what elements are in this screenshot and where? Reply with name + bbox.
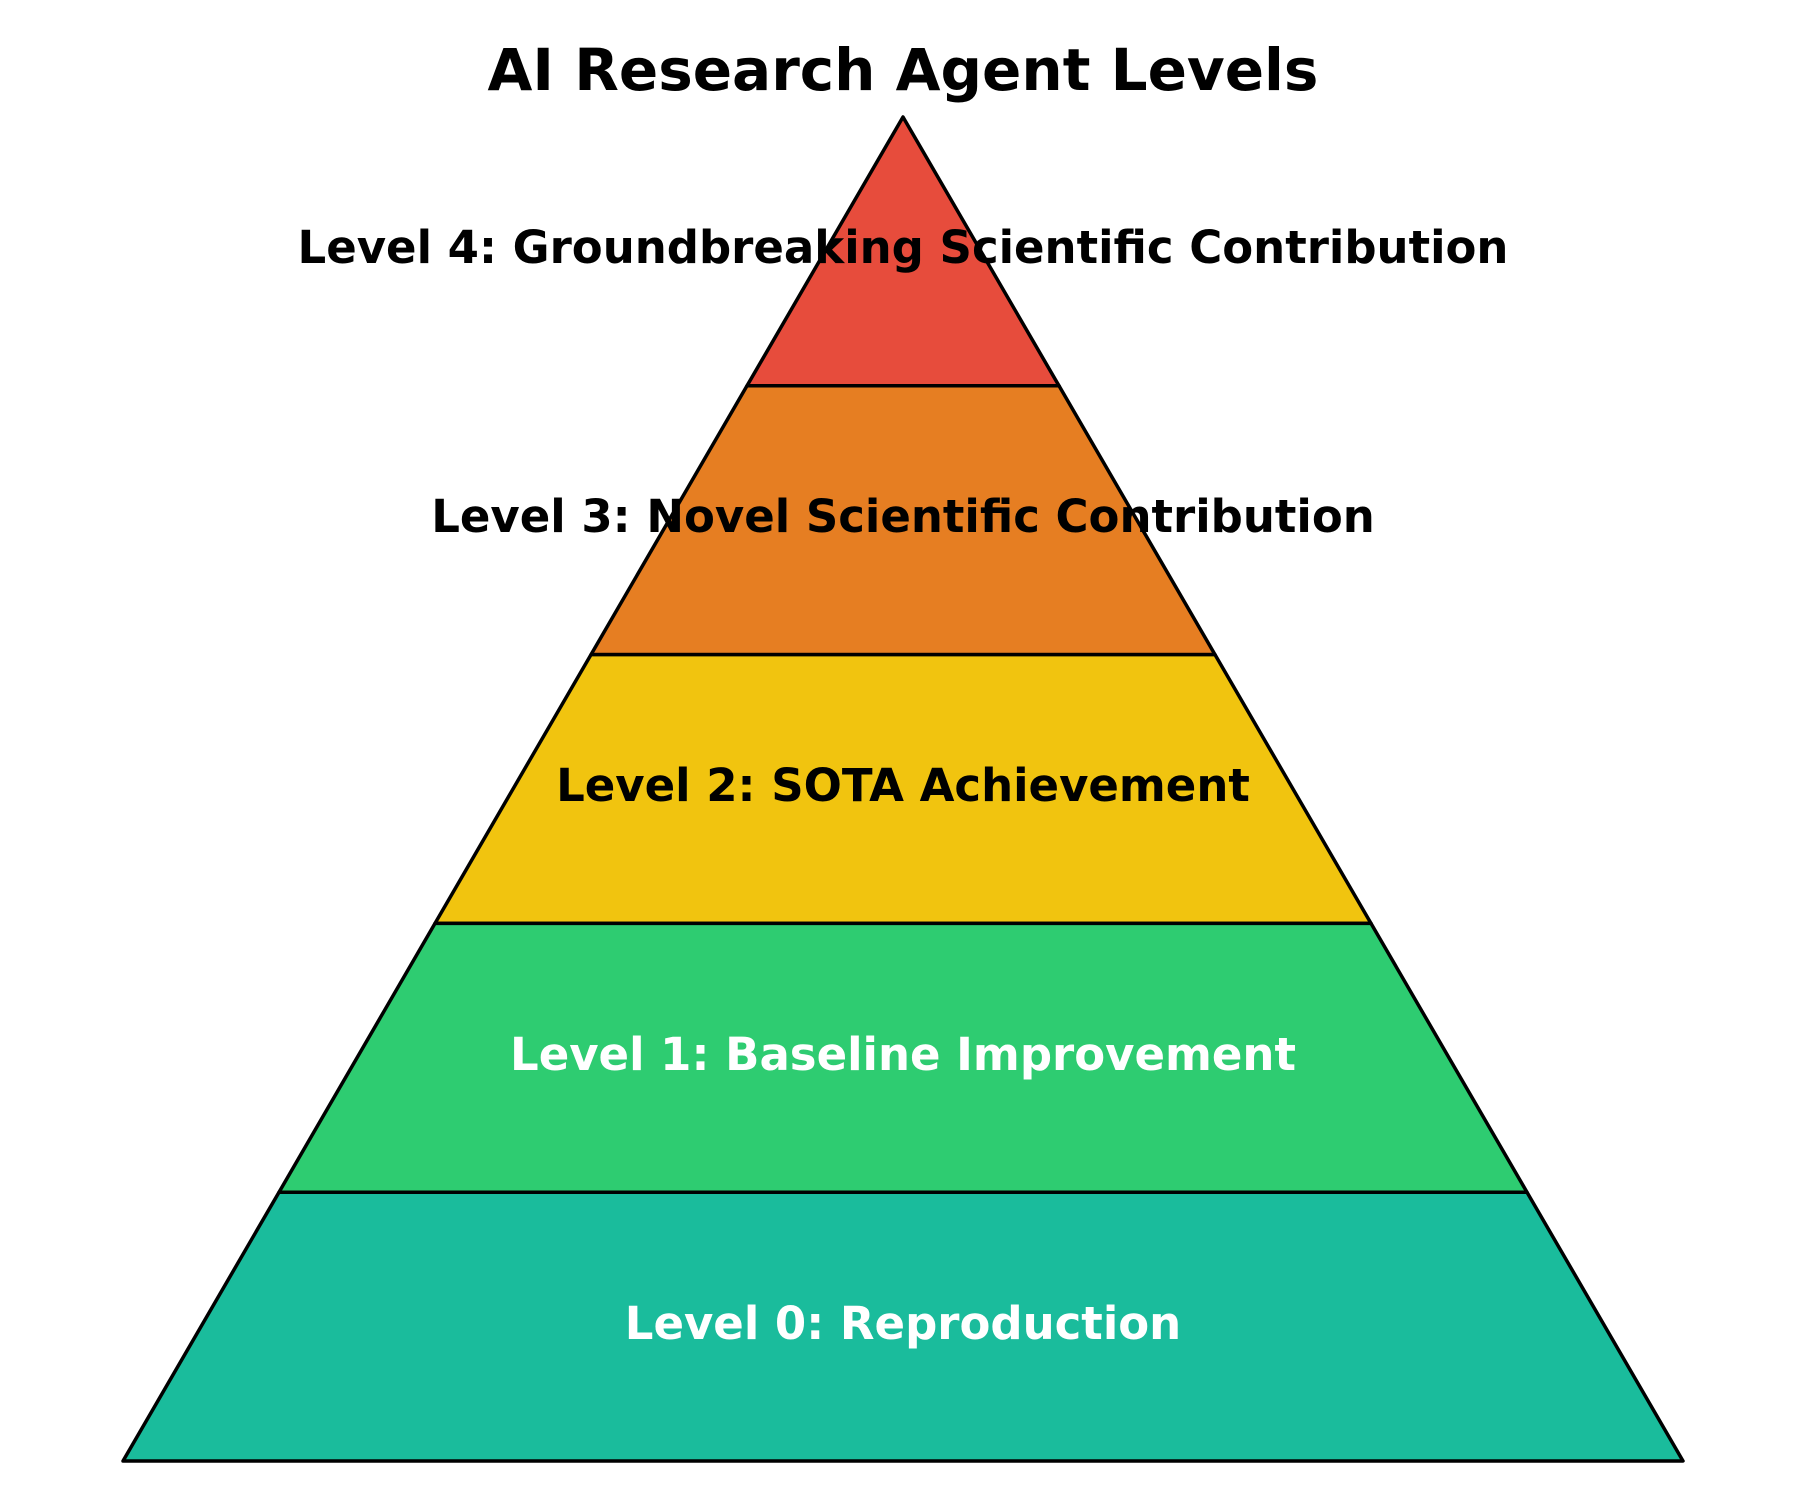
level-4-label: Level 4: Groundbreaking Scientific Contr… [298, 221, 1509, 274]
level-2-label: Level 2: SOTA Achievement [556, 759, 1250, 812]
tier-level-0 [121, 1190, 1685, 1463]
level-3-label: Level 3: Novel Scientific Contribution [431, 490, 1375, 543]
diagram-title: AI Research Agent Levels [488, 36, 1319, 104]
level-0-label: Level 0: Reproduction [625, 1297, 1181, 1350]
level-1-label: Level 1: Baseline Improvement [510, 1028, 1296, 1081]
